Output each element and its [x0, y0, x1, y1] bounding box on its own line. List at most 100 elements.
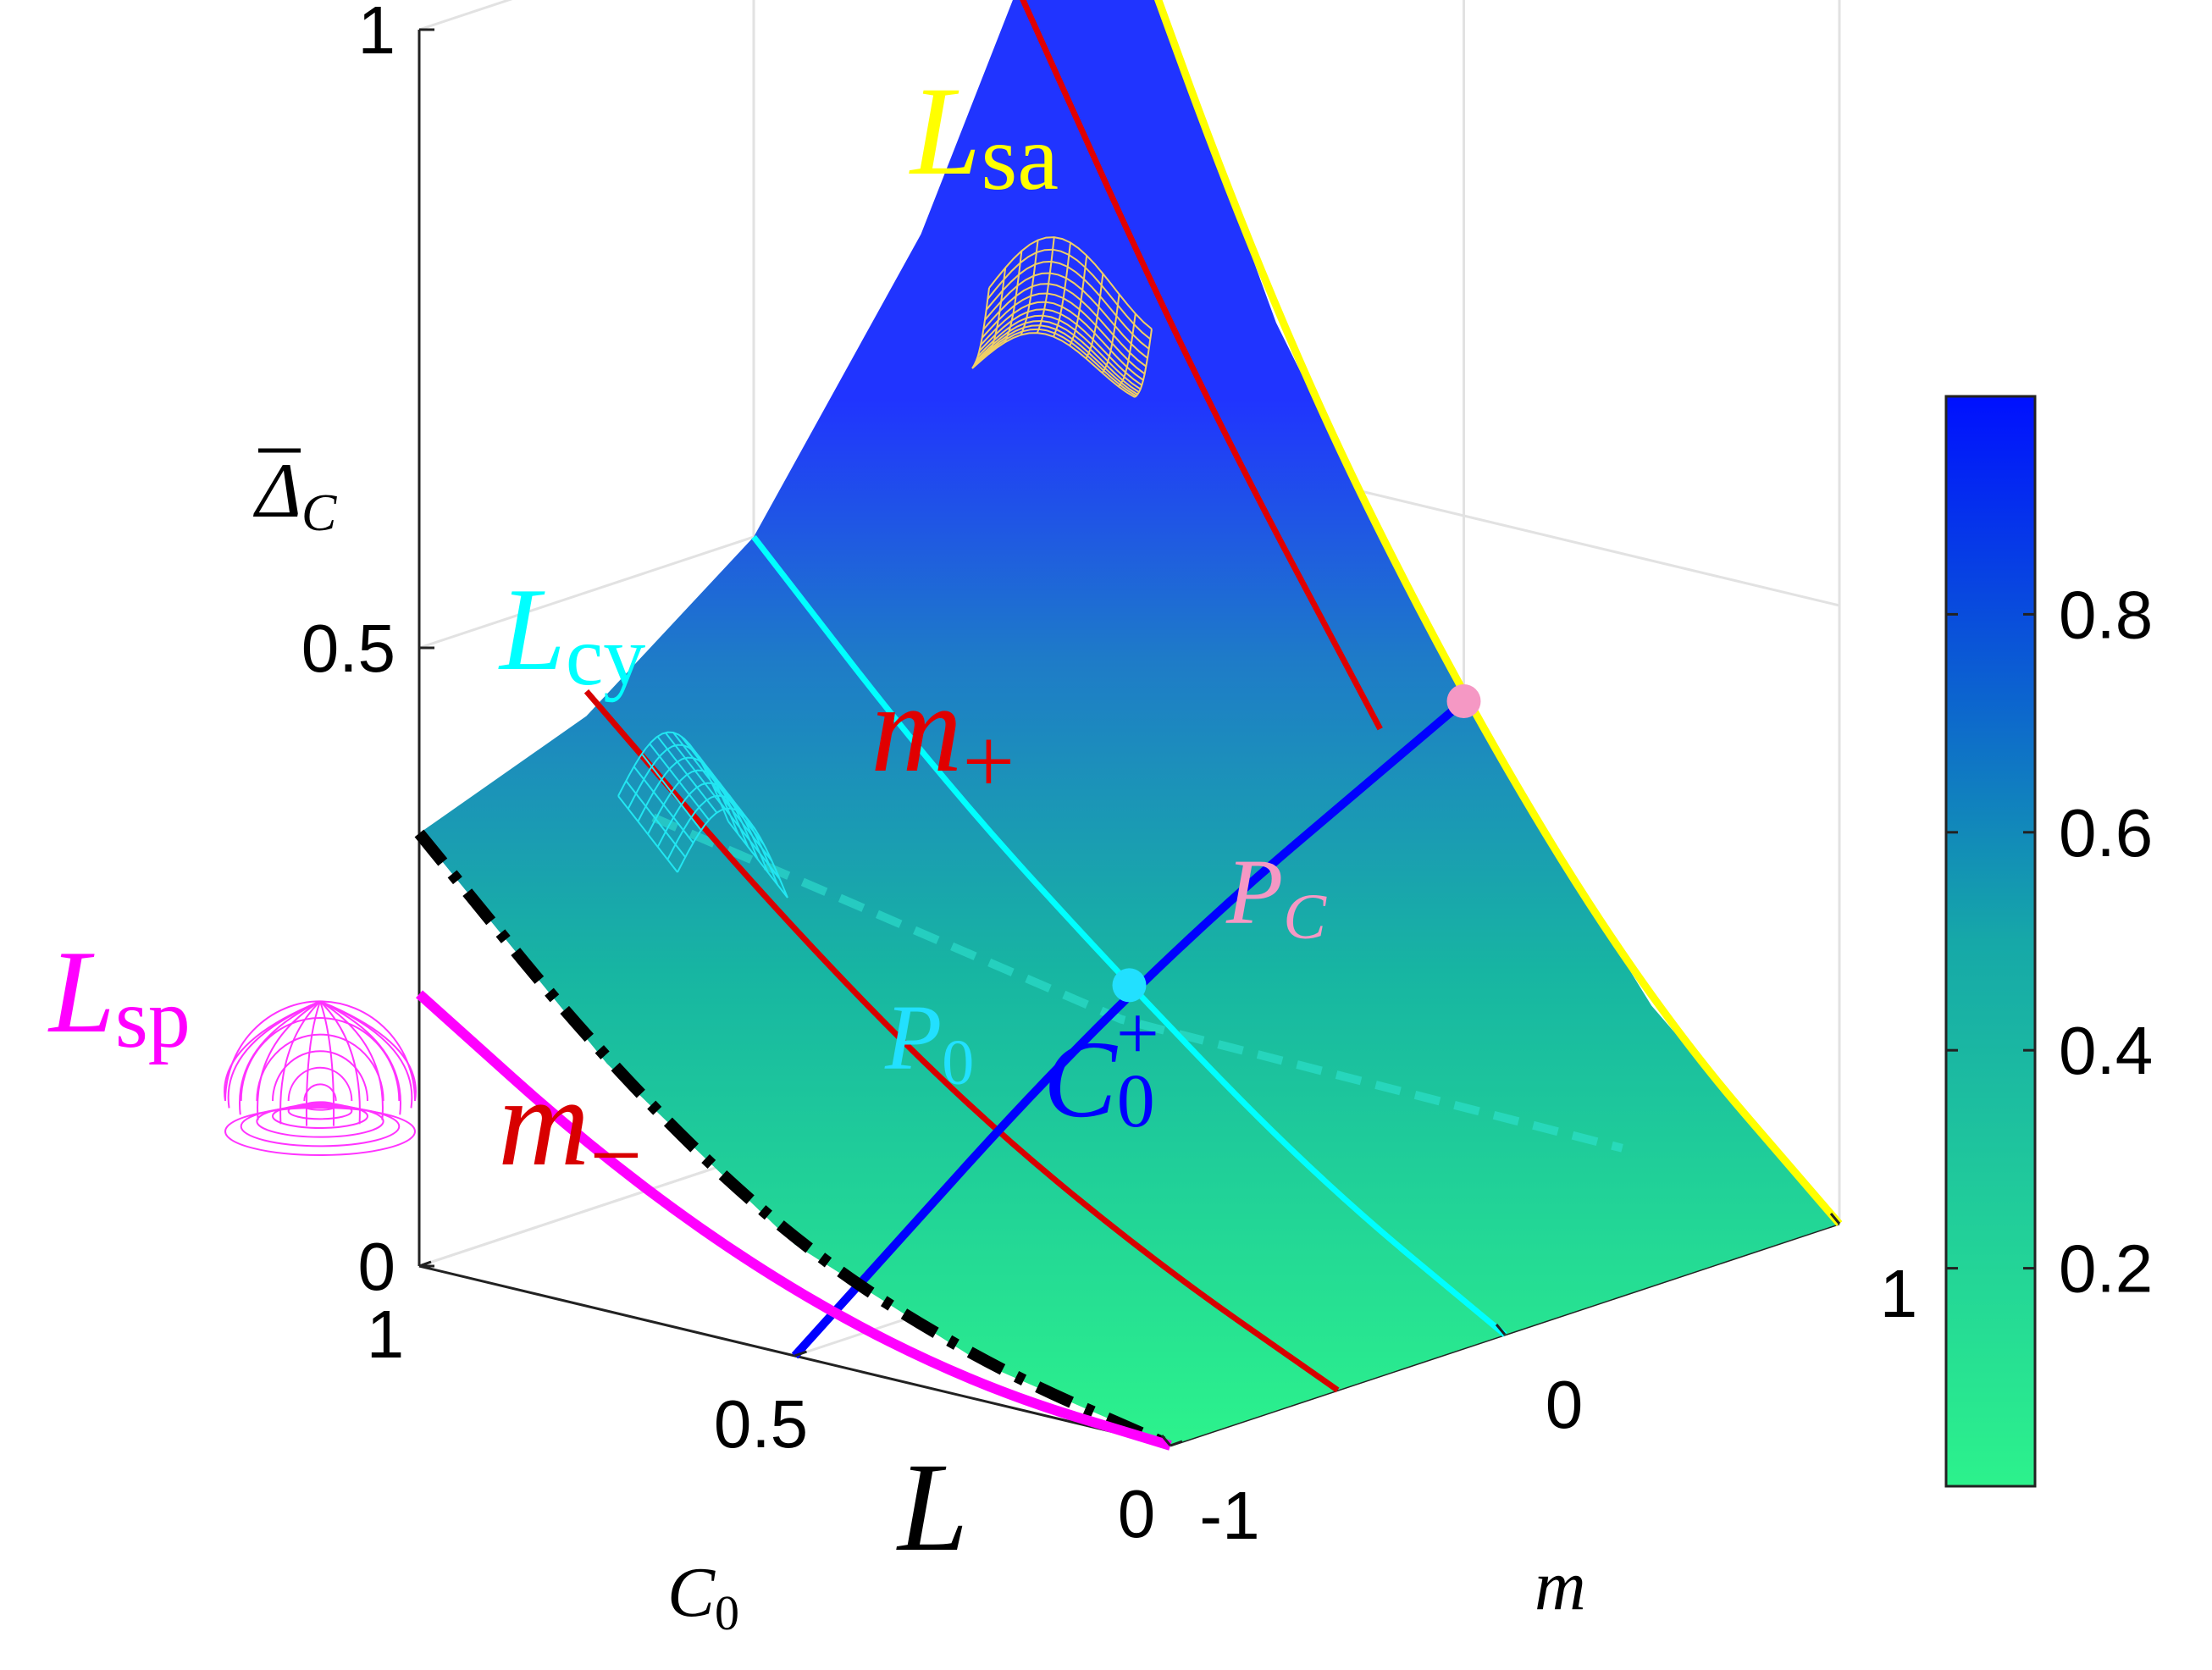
svg-text:L: L — [896, 1437, 968, 1578]
m-tick-mark — [1829, 1213, 1841, 1225]
colorbar-ticks: 0.2 0.4 0.6 0.8 — [1946, 577, 2153, 1307]
label-L: L — [896, 1437, 968, 1578]
hemisphere-mesh-line — [224, 1107, 416, 1156]
svg-text:m+: m+ — [871, 658, 1015, 813]
hemisphere-mesh-line — [319, 1001, 335, 1126]
hemisphere-mesh-line — [319, 1000, 417, 1102]
colorbar-tick-label: 0.8 — [2059, 577, 2153, 652]
m-tick-mark — [1495, 1324, 1507, 1335]
curve-m_plus — [1020, 0, 1383, 731]
curve-L_cy — [751, 534, 1507, 1337]
m-tick-label: -1 — [1199, 1478, 1259, 1553]
m-tick-mark — [1160, 1435, 1172, 1446]
colorbar-tick-label: 0.6 — [2059, 795, 2153, 871]
c0-tick-mark — [1170, 1440, 1183, 1447]
z-tick-label: 0.5 — [301, 611, 395, 686]
surface-patch — [419, 0, 1839, 1446]
cylinder-mesh-line — [627, 744, 739, 835]
saddle-mesh-line — [1020, 240, 1039, 335]
point-P_C — [1446, 684, 1481, 718]
svg-text:m−: m− — [498, 1052, 642, 1207]
curve-L_sp — [415, 990, 1172, 1451]
z-axis-label: ΔC — [252, 447, 337, 542]
saddle-mesh-line — [1134, 329, 1153, 398]
c0-tick-mark — [794, 1350, 808, 1358]
point-layer — [1112, 684, 1481, 1003]
hemisphere-mesh-line — [272, 1103, 368, 1129]
hemisphere-mesh-line — [257, 1000, 321, 1120]
cylinder-mesh-line — [656, 782, 769, 873]
svg-text:Lcy: Lcy — [498, 564, 645, 703]
cylinder-mesh-line — [677, 807, 788, 899]
colorbar-gradient — [1944, 395, 2037, 1488]
cylinder-surface-icon — [617, 731, 788, 899]
hemisphere-surface-icon — [224, 1000, 417, 1156]
label-L-sp: Lsp — [47, 926, 191, 1065]
svg-text:C0: C0 — [1043, 1019, 1155, 1143]
hemisphere-mesh-line — [272, 1050, 368, 1102]
colorbar-tick-label: 0.2 — [2059, 1231, 2153, 1307]
saddle-surface-icon — [971, 236, 1153, 398]
saddle-mesh-line — [1053, 242, 1071, 337]
svg-text:Lsa: Lsa — [909, 61, 1059, 209]
saddle-mesh-line — [1004, 251, 1023, 343]
saddle-mesh-line — [1101, 294, 1120, 373]
label-m-plus: m+ — [871, 658, 1015, 813]
cylinder-mesh-line — [647, 769, 759, 860]
cylinder-mesh-line — [617, 731, 729, 822]
svg-text:PC: PC — [1225, 840, 1327, 953]
svg-text:m: m — [1535, 1546, 1586, 1625]
c0-tick-mark — [418, 1260, 432, 1268]
svg-text:C0: C0 — [667, 1553, 739, 1640]
hemisphere-mesh-line — [287, 1102, 353, 1120]
hemisphere-mesh-line — [319, 1000, 384, 1120]
hemisphere-mesh-line — [227, 1000, 321, 1109]
colorbar: 0.2 0.4 0.6 0.8 — [1944, 395, 2153, 1488]
c0-tick-label: 1 — [367, 1297, 405, 1372]
z-tick-label: 0 — [358, 1229, 396, 1304]
curve-L_dashed — [414, 829, 1173, 1452]
c0-tick-label: 0.5 — [714, 1386, 808, 1462]
cylinder-mesh-line — [637, 756, 749, 848]
hemisphere-mesh-line — [287, 1066, 353, 1102]
y-axis-label: m — [1535, 1546, 1586, 1625]
hidden-contour — [651, 813, 1623, 1153]
z-tick-label: 1 — [358, 0, 396, 68]
m-tick-label: 0 — [1546, 1367, 1584, 1442]
label-m-minus: m− — [498, 1052, 642, 1207]
point-P_0 — [1112, 968, 1147, 1003]
svg-text:P0: P0 — [884, 986, 974, 1098]
label-C0-plus: C0 + — [1043, 992, 1159, 1143]
svg-text:ΔC: ΔC — [252, 447, 337, 542]
curve-C0_plus — [791, 698, 1467, 1359]
saddle-mesh-line — [1118, 313, 1136, 388]
c0-tick-label: 0 — [1118, 1476, 1156, 1551]
label-P-0: P0 — [884, 986, 974, 1098]
hemisphere-mesh-line — [239, 1000, 321, 1115]
saddle-mesh-line — [1069, 255, 1088, 346]
curve-L_sa — [1154, 0, 1843, 1226]
hemisphere-mesh-line — [279, 1000, 321, 1125]
hemisphere-mesh-line — [319, 1000, 361, 1125]
svg-text:+: + — [1116, 992, 1159, 1076]
surface-layer — [419, 0, 1839, 1446]
saddle-mesh-line — [971, 287, 990, 369]
label-P-C: PC — [1225, 840, 1327, 953]
m-tick-label: 1 — [1880, 1256, 1918, 1331]
label-L-sa: Lsa — [909, 61, 1059, 209]
svg-text:Lsp: Lsp — [47, 926, 191, 1065]
hemisphere-mesh-line — [305, 1001, 321, 1126]
saddle-mesh-line — [1085, 274, 1104, 359]
hemisphere-mesh-line — [256, 1104, 384, 1138]
saddle-mesh-line — [1036, 236, 1055, 334]
cylinder-mesh-line — [666, 794, 779, 886]
hemisphere-mesh-line — [303, 1083, 337, 1102]
label-L-cy: Lcy — [498, 564, 645, 703]
hemisphere-mesh-line — [240, 1105, 401, 1147]
hemisphere-mesh-line — [319, 1000, 401, 1115]
colorbar-tick-label: 0.4 — [2059, 1013, 2153, 1088]
saddle-mesh-line — [987, 268, 1007, 355]
x-axis-label: C0 — [667, 1553, 739, 1640]
